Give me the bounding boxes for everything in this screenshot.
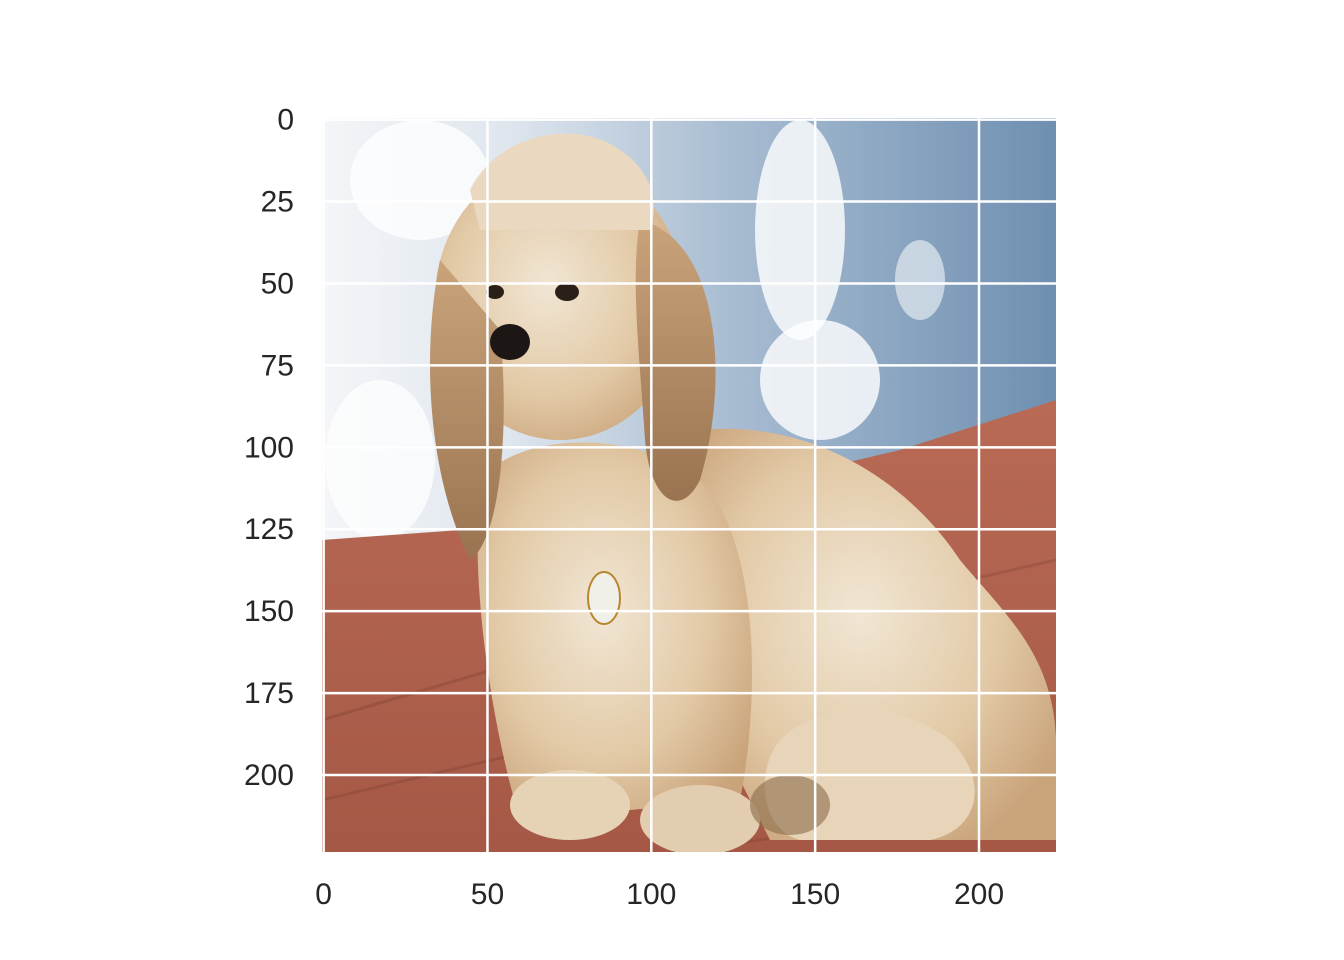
x-tick-label: 50 <box>471 878 504 911</box>
y-tick-label: 125 <box>244 513 294 546</box>
y-tick-label: 100 <box>244 431 294 464</box>
y-tick-label: 200 <box>244 759 294 792</box>
x-tick-label: 100 <box>626 878 676 911</box>
y-tick-label: 25 <box>261 186 294 219</box>
dog-photo <box>322 118 1056 852</box>
y-tick-label: 0 <box>277 104 294 137</box>
y-tick-label: 50 <box>261 267 294 300</box>
y-tick-label: 75 <box>261 349 294 382</box>
grid-lines <box>322 118 1056 852</box>
x-axis-ticks: 0 50 100 150 200 <box>315 878 1004 911</box>
x-tick-label: 150 <box>790 878 840 911</box>
y-tick-label: 175 <box>244 677 294 710</box>
x-tick-label: 0 <box>315 878 332 911</box>
x-tick-label: 200 <box>954 878 1004 911</box>
y-axis-ticks: 0 25 50 75 100 125 150 175 200 <box>244 104 294 792</box>
y-tick-label: 150 <box>244 595 294 628</box>
